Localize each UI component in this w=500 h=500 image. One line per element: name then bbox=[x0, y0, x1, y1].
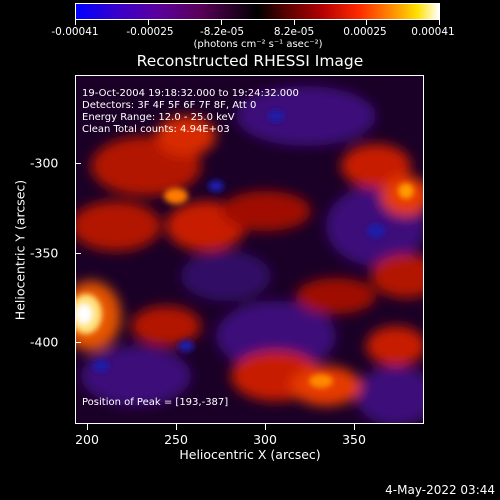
colorbar-tick bbox=[366, 20, 367, 25]
colorbar-label: -0.00041 bbox=[51, 26, 99, 38]
x-tick-label: 300 bbox=[253, 432, 277, 447]
colorbar-unit: (photons cm⁻² s⁻¹ asec⁻²) bbox=[193, 39, 323, 50]
peak-position: Position of Peak = [193,-387] bbox=[82, 397, 229, 408]
timestamp-footer: 4-May-2022 03:44 bbox=[385, 483, 495, 497]
colorbar-tick bbox=[439, 20, 440, 25]
detectors-info: Detectors: 3F 4F 5F 6F 7F 8F, Att 0 bbox=[82, 100, 257, 111]
colorbar bbox=[75, 3, 440, 20]
energy-range: Energy Range: 12.0 - 25.0 keV bbox=[82, 112, 235, 123]
y-tick-label: -350 bbox=[30, 245, 59, 261]
x-tick bbox=[176, 424, 177, 430]
y-axis-label: Heliocentric Y (arcsec) bbox=[12, 179, 28, 321]
y-tick bbox=[75, 163, 81, 164]
x-tick bbox=[265, 424, 266, 430]
x-tick-label: 200 bbox=[75, 432, 99, 447]
x-tick-label: 250 bbox=[164, 432, 188, 447]
colorbar-label: 0.00041 bbox=[411, 26, 455, 38]
x-axis-label: Heliocentric X (arcsec) bbox=[179, 447, 321, 462]
colorbar-tick bbox=[75, 20, 76, 25]
colorbar-label: 0.00025 bbox=[343, 26, 387, 38]
colorbar-tick bbox=[221, 20, 222, 25]
x-tick-label: 350 bbox=[342, 432, 366, 447]
rhessi-image-plot: 19-Oct-2004 19:18:32.000 to 19:24:32.000… bbox=[75, 75, 424, 424]
colorbar-label: -0.00025 bbox=[126, 26, 174, 38]
colorbar-label: 8.2e-05 bbox=[273, 26, 315, 38]
image-title: Reconstructed RHESSI Image bbox=[136, 52, 364, 70]
colorbar-tick bbox=[148, 20, 149, 25]
colorbar-tick bbox=[294, 20, 295, 25]
rhessi-image bbox=[76, 76, 423, 423]
y-tick-label: -400 bbox=[30, 334, 59, 350]
x-tick bbox=[354, 424, 355, 430]
observation-time: 19-Oct-2004 19:18:32.000 to 19:24:32.000 bbox=[82, 88, 299, 99]
x-tick bbox=[87, 424, 88, 430]
y-tick bbox=[75, 253, 81, 254]
colorbar-label: -8.2e-05 bbox=[199, 26, 245, 38]
y-tick-label: -300 bbox=[30, 155, 59, 171]
y-tick bbox=[75, 342, 81, 343]
clean-total-counts: Clean Total counts: 4.94E+03 bbox=[82, 124, 230, 135]
